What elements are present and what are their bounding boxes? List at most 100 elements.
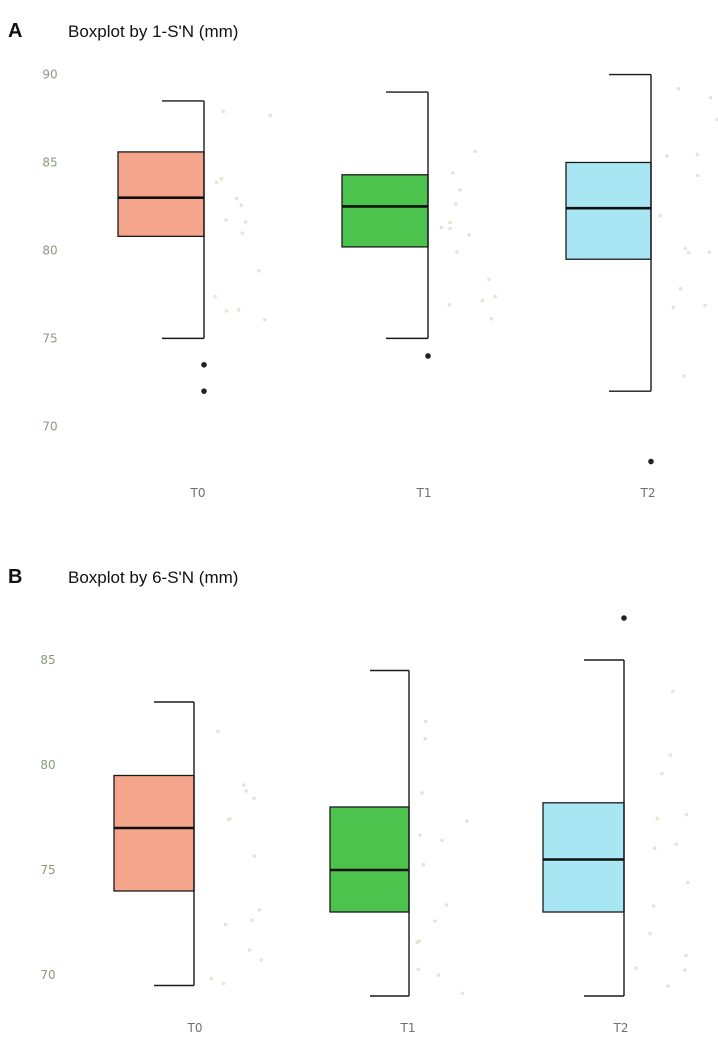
- jitter-point: [665, 154, 669, 158]
- jitter-point: [686, 880, 690, 885]
- jitter-point: [681, 374, 686, 378]
- jitter-point: [216, 729, 220, 734]
- jitter-point: [221, 109, 226, 114]
- jitter-point: [666, 984, 670, 988]
- box-T0: [117, 151, 205, 238]
- jitter-point: [228, 817, 232, 821]
- y-tick-label: 70: [40, 968, 55, 982]
- x-category-label: T2: [613, 1021, 629, 1035]
- jitter-point: [416, 967, 421, 972]
- jitter-point: [433, 919, 437, 923]
- x-category-label: T2: [640, 486, 656, 500]
- jitter-point: [415, 940, 419, 945]
- jitter-point: [489, 317, 494, 321]
- jitter-point: [458, 188, 462, 192]
- jitter-point: [423, 736, 428, 741]
- jitter-point: [242, 783, 246, 787]
- jitter-point: [444, 903, 449, 907]
- outlier-point-T1: [425, 353, 431, 359]
- y-tick-label: 70: [42, 419, 57, 433]
- jitter-point: [209, 976, 214, 981]
- jitter-point: [236, 307, 241, 312]
- jitter-point: [252, 854, 257, 858]
- jitter-point: [696, 173, 700, 178]
- jitter-point: [268, 113, 273, 118]
- jitter-point: [451, 171, 455, 175]
- jitter-point: [668, 753, 673, 757]
- jitter-point: [683, 246, 688, 251]
- y-tick-label: 90: [42, 68, 57, 82]
- jitter-point: [250, 918, 254, 923]
- jitter-point: [465, 819, 469, 823]
- jitter-point: [686, 250, 691, 255]
- jitter-point: [420, 791, 425, 795]
- outlier-point-T0: [201, 361, 207, 368]
- panel-b-title: Boxplot by 6-S'N (mm): [68, 568, 239, 587]
- jitter-point: [460, 991, 465, 996]
- jitter-point: [213, 294, 217, 299]
- panel-b-letter: B: [8, 566, 23, 588]
- jitter-point: [455, 250, 459, 254]
- x-category-label: T0: [187, 1021, 203, 1035]
- jitter-point: [487, 277, 491, 282]
- box-T2: [542, 802, 625, 913]
- panel-a-letter: A: [8, 20, 23, 42]
- jitter-point: [648, 931, 652, 936]
- jitter-point: [684, 953, 688, 958]
- jitter-point: [634, 966, 638, 970]
- jitter-point: [708, 95, 713, 100]
- jitter-point: [683, 968, 687, 972]
- jitter-point: [214, 180, 219, 185]
- jitter-point: [676, 86, 681, 91]
- jitter-point: [684, 812, 689, 817]
- outlier-point-T0: [201, 388, 207, 394]
- jitter-point: [703, 303, 707, 308]
- jitter-point: [240, 231, 245, 235]
- panel-a-title: Boxplot by 1-S'N (mm): [68, 22, 239, 41]
- jitter-point: [252, 796, 256, 801]
- jitter-point: [652, 846, 657, 851]
- jitter-point: [223, 922, 228, 927]
- jitter-point: [243, 220, 248, 224]
- jitter-point: [671, 305, 675, 310]
- jitter-point: [454, 201, 458, 206]
- jitter-point: [448, 226, 452, 231]
- jitter-point: [247, 948, 252, 952]
- jitter-point: [234, 196, 239, 201]
- jitter-point: [715, 117, 718, 122]
- jitter-point: [219, 177, 224, 181]
- box-T2: [565, 161, 652, 260]
- x-category-label: T0: [190, 486, 206, 500]
- jitter-point: [480, 298, 485, 303]
- outlier-point-T2: [648, 458, 654, 465]
- jitter-point: [244, 789, 248, 793]
- jitter-point: [436, 973, 441, 977]
- jitter-point: [224, 309, 229, 313]
- jitter-point: [473, 149, 478, 154]
- box-T0: [113, 774, 195, 892]
- jitter-point: [224, 218, 228, 222]
- x-category-label: T1: [400, 1021, 416, 1035]
- jitter-point: [447, 303, 452, 307]
- jitter-point: [440, 838, 444, 843]
- jitter-point: [658, 213, 663, 218]
- jitter-point: [674, 842, 679, 847]
- jitter-point: [239, 203, 243, 208]
- jitter-point: [421, 862, 426, 867]
- jitter-point: [660, 771, 664, 776]
- jitter-point: [670, 689, 675, 694]
- jitter-point: [448, 220, 453, 225]
- box-T1: [329, 806, 410, 913]
- jitter-point: [257, 269, 261, 273]
- jitter-point: [695, 152, 700, 157]
- jitter-point: [655, 816, 660, 821]
- jitter-point: [262, 317, 267, 322]
- y-tick-label: 75: [40, 863, 55, 877]
- jitter-point: [423, 719, 428, 724]
- y-tick-label: 85: [42, 155, 57, 169]
- jitter-point: [257, 908, 262, 912]
- jitter-point: [493, 294, 497, 299]
- jitter-point: [439, 225, 444, 230]
- jitter-point: [651, 904, 656, 908]
